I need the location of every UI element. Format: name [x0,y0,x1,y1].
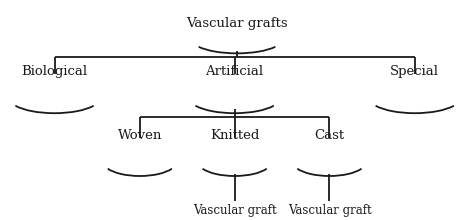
Text: Cast: Cast [314,129,345,142]
Text: Vascular graft: Vascular graft [193,204,276,217]
Text: Biological: Biological [21,65,88,78]
Text: Woven: Woven [118,129,162,142]
Text: Artificial: Artificial [206,65,264,78]
Text: Vascular graft: Vascular graft [288,204,371,217]
Text: Knitted: Knitted [210,129,259,142]
Text: Vascular grafts: Vascular grafts [186,16,288,30]
Text: Special: Special [390,65,439,78]
